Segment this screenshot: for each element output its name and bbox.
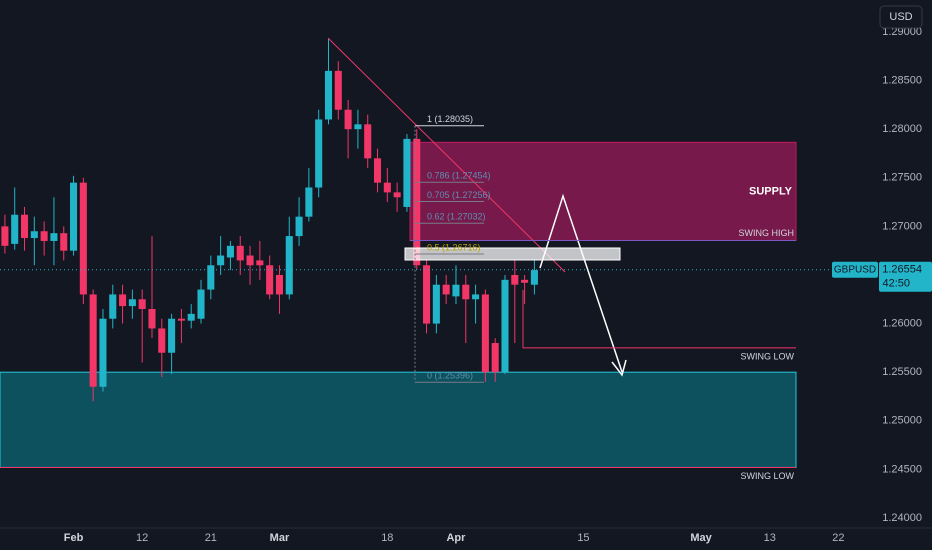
y-tick-label: 1.26000 xyxy=(882,317,922,329)
countdown-label: 42:50 xyxy=(882,278,910,290)
y-tick-label: 1.24000 xyxy=(882,512,922,524)
candle-body xyxy=(177,318,185,321)
candle-body xyxy=(236,245,244,261)
candle-body xyxy=(442,284,450,295)
price-label: 1.26554 xyxy=(882,264,922,276)
projection-arrow xyxy=(539,193,623,373)
candle-body xyxy=(60,233,68,251)
zone xyxy=(0,371,797,468)
candle-body xyxy=(275,274,283,295)
x-tick-label: Apr xyxy=(446,532,466,544)
candle-body xyxy=(266,265,274,295)
candle-body xyxy=(89,294,97,387)
candle-body xyxy=(207,265,215,290)
candle-body xyxy=(501,279,509,373)
symbol-badge xyxy=(832,261,878,278)
candle-body xyxy=(138,299,146,310)
candle-body xyxy=(148,309,156,329)
candle-body xyxy=(11,214,19,244)
zone-label: SUPPLY xyxy=(749,185,793,197)
candle-body xyxy=(226,245,234,258)
level-label: SWING HIGH xyxy=(739,228,795,238)
candle-body xyxy=(158,328,166,353)
candle-body xyxy=(521,279,529,283)
x-tick-label: 22 xyxy=(832,532,844,544)
candle-body xyxy=(305,187,313,217)
y-tick-label: 1.27000 xyxy=(882,220,922,232)
candle-body xyxy=(373,158,382,183)
candle-body xyxy=(285,236,293,295)
candle-body xyxy=(79,182,87,295)
currency-label[interactable]: USD xyxy=(889,11,912,23)
candle-body xyxy=(119,294,127,307)
arrow-head xyxy=(611,359,627,377)
candle-body xyxy=(403,138,411,207)
fib-highlight xyxy=(404,247,621,261)
x-tick-label: 13 xyxy=(764,532,776,544)
candle-body xyxy=(472,294,480,300)
candle-body xyxy=(423,265,431,324)
candle-body xyxy=(50,233,58,241)
candle-body xyxy=(217,255,225,266)
trend-line xyxy=(327,37,566,273)
candle-body xyxy=(334,70,342,110)
candle-body xyxy=(246,255,254,266)
y-tick-label: 1.25000 xyxy=(882,415,922,427)
y-tick-label: 1.28500 xyxy=(882,74,922,86)
candle-body xyxy=(324,70,333,120)
x-tick-label: 18 xyxy=(381,532,393,544)
fib-label: 0.786 (1.27454) xyxy=(427,171,491,181)
candle-body xyxy=(530,270,538,285)
x-tick-label: 12 xyxy=(136,532,148,544)
currency-button[interactable] xyxy=(879,5,923,29)
candle-body xyxy=(20,214,29,239)
y-tick-label: 1.29000 xyxy=(882,26,922,38)
symbol-label: GBPUSD xyxy=(834,264,876,275)
fib-label: 1 (1.28035) xyxy=(427,114,473,124)
candle-body xyxy=(315,119,323,188)
candle-body xyxy=(40,231,48,241)
zone xyxy=(409,141,797,241)
candle-body xyxy=(452,284,460,297)
candle-body xyxy=(70,182,78,251)
candle-body xyxy=(393,192,401,198)
candle-body xyxy=(344,109,352,130)
x-tick-label: 15 xyxy=(577,532,589,544)
candle-body xyxy=(354,124,362,130)
candle-body xyxy=(128,299,136,307)
candle-body xyxy=(511,274,519,285)
candle-body xyxy=(481,294,489,373)
fib-label: 0 (1.25396) xyxy=(427,371,473,381)
price-badge xyxy=(879,261,932,292)
candle-body xyxy=(383,182,391,193)
candle-body xyxy=(1,226,9,246)
y-tick-label: 1.28000 xyxy=(882,123,922,135)
y-tick-label: 1.25500 xyxy=(882,366,922,378)
candle-body xyxy=(187,313,195,321)
candle-body xyxy=(99,318,107,387)
x-tick-label: Feb xyxy=(64,532,84,544)
candle-body xyxy=(462,284,470,300)
x-tick-label: Mar xyxy=(270,532,290,544)
candle-body xyxy=(109,294,117,319)
candle-body xyxy=(491,343,499,373)
y-tick-label: 1.27500 xyxy=(882,172,922,184)
level-label: SWING LOW xyxy=(741,351,795,361)
level-label: SWING LOW xyxy=(741,471,795,481)
candle-body xyxy=(256,260,264,266)
candle-body xyxy=(168,318,176,353)
candle-body xyxy=(432,284,440,324)
candle-body xyxy=(197,289,205,319)
candle-body xyxy=(364,124,372,159)
candle-body xyxy=(30,231,38,239)
fib-label: 0.5 (1.26716) xyxy=(427,242,481,252)
fib-label: 0.705 (1.27256) xyxy=(427,190,491,200)
y-tick-label: 1.24500 xyxy=(882,463,922,475)
candle-body xyxy=(413,138,421,266)
candle-body xyxy=(295,216,303,237)
fib-label: 0.62 (1.27032) xyxy=(427,212,486,222)
x-tick-label: 21 xyxy=(205,532,217,544)
x-tick-label: May xyxy=(690,532,712,544)
